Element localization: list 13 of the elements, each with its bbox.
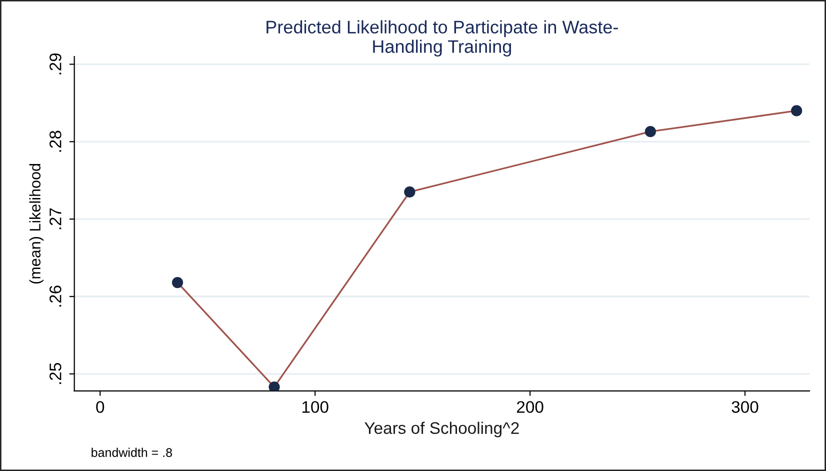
x-tick-label: 0: [96, 401, 104, 413]
y-tick-label: .28: [50, 130, 62, 152]
x-tick-label: 100: [302, 401, 328, 413]
x-tick-label: 200: [516, 401, 544, 413]
y-tick-label: .26: [50, 286, 62, 307]
y-tick-label: .27: [50, 208, 62, 230]
y-tick-label: .29: [50, 53, 62, 74]
x-tick-label: 300: [732, 401, 758, 413]
y-axis-title: (mean) Likelihood: [29, 164, 44, 284]
x-axis-title: Years of Schooling^2: [364, 422, 519, 438]
text: bandwidth = .8: [92, 448, 172, 457]
chart-title: Predicted Likelihood to Participate in Waste- Handling Training: [266, 20, 618, 57]
y-tick-label: .25: [50, 363, 62, 384]
